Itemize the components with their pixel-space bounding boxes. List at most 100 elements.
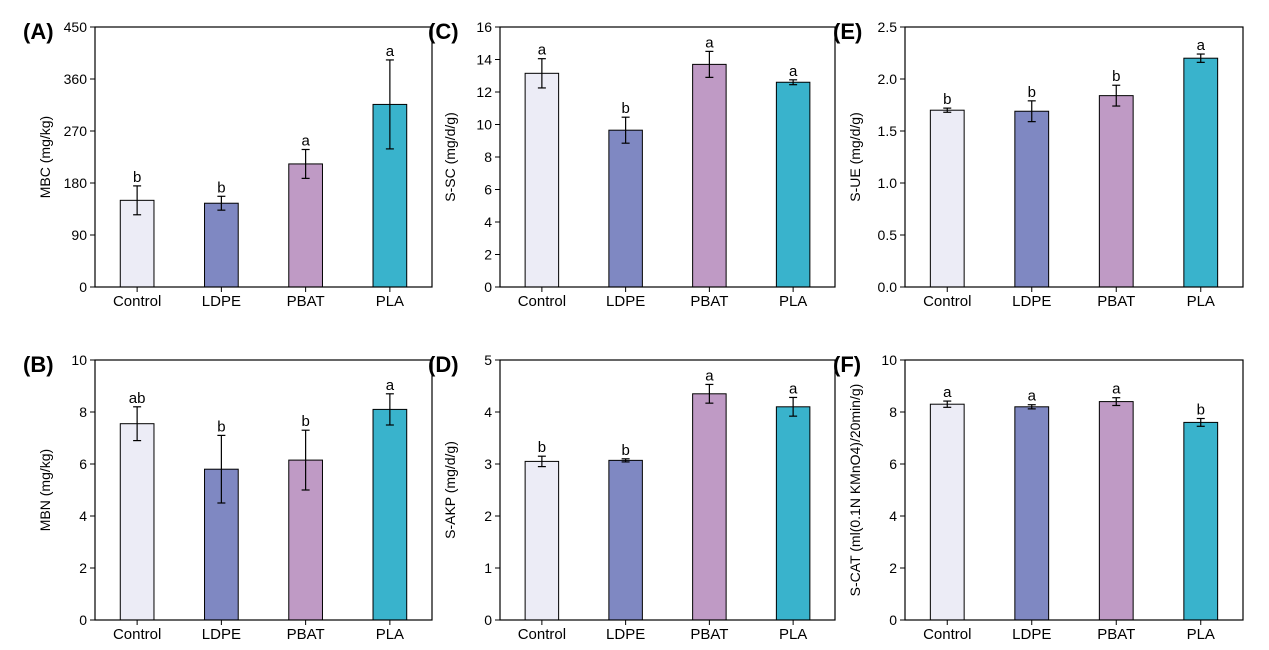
y-tick-label: 2 xyxy=(484,508,492,524)
y-tick-label: 6 xyxy=(484,182,492,198)
y-tick-label: 0.5 xyxy=(878,227,898,243)
significance-label: b xyxy=(217,179,225,196)
y-tick-label: 360 xyxy=(64,71,88,87)
bar xyxy=(1183,421,1219,621)
y-tick-label: 8 xyxy=(484,149,492,165)
y-tick-label: 4 xyxy=(484,404,492,420)
y-axis-title: S-SC (mg/d/g) xyxy=(442,112,458,201)
bar xyxy=(929,403,965,621)
y-axis-title: S-AKP (mg/d/g) xyxy=(442,441,458,539)
x-tick-label: PLA xyxy=(376,626,404,643)
chart-panel-5: b Control b LDPE b PBAT a PLA 0.0 0.5 1.0 1.5 2.0 2.5… xyxy=(833,19,1244,310)
panel-label: (C) xyxy=(428,19,459,44)
y-tick-label: 3 xyxy=(484,456,492,472)
significance-label: a xyxy=(1197,37,1206,54)
bar xyxy=(692,63,727,288)
panel-label: (A) xyxy=(23,19,54,44)
x-tick-label: PLA xyxy=(779,293,807,310)
bar xyxy=(775,81,811,288)
significance-label: a xyxy=(1028,388,1037,405)
panel-label: (F) xyxy=(833,352,861,377)
bar xyxy=(524,460,560,621)
chart-panel-1: b Control b LDPE a PBAT a PLA 0 90 180 270 360 450 MBC… xyxy=(23,19,433,310)
y-tick-label: 4 xyxy=(889,508,897,524)
y-tick-label: 14 xyxy=(476,52,492,68)
y-tick-label: 450 xyxy=(64,19,88,35)
x-tick-label: LDPE xyxy=(606,626,645,643)
y-tick-label: 2.0 xyxy=(878,71,898,87)
y-axis-title: MBC (mg/kg) xyxy=(37,116,53,198)
x-tick-label: PBAT xyxy=(287,293,325,310)
x-tick-label: Control xyxy=(923,293,971,310)
x-tick-label: PBAT xyxy=(690,293,728,310)
chart-panel-4: b Control b LDPE a PBAT a PLA 0 1 2 3 4 5 S-AKP (mg/d/… xyxy=(428,352,836,643)
significance-label: b xyxy=(621,100,629,117)
x-tick-label: LDPE xyxy=(202,626,241,643)
y-tick-label: 0 xyxy=(484,279,492,295)
x-tick-label: PBAT xyxy=(287,626,325,643)
y-tick-label: 10 xyxy=(881,352,897,368)
y-tick-label: 10 xyxy=(476,117,492,133)
bar xyxy=(1014,110,1050,288)
bar xyxy=(119,423,155,621)
x-tick-label: LDPE xyxy=(1012,293,1051,310)
significance-label: a xyxy=(1112,381,1121,398)
y-tick-label: 0 xyxy=(79,279,87,295)
x-tick-label: PLA xyxy=(376,293,404,310)
plot-frame xyxy=(904,26,1244,288)
bar xyxy=(608,129,643,288)
y-tick-label: 8 xyxy=(79,404,87,420)
x-tick-label: PBAT xyxy=(1097,626,1135,643)
significance-label: b xyxy=(1197,402,1205,419)
significance-label: a xyxy=(538,42,547,59)
y-tick-label: 0 xyxy=(484,612,492,628)
y-tick-label: 1.0 xyxy=(878,175,898,191)
y-axis-title: S-CAT (ml(0.1N KMnO4)/20min/g) xyxy=(847,384,863,597)
x-tick-label: PLA xyxy=(1187,626,1215,643)
y-tick-label: 1.5 xyxy=(878,123,898,139)
significance-label: a xyxy=(386,43,395,60)
chart-panel-3: a Control b LDPE a PBAT a PLA 0 2 4 6 8 10 12 14 16 S-SC … xyxy=(428,19,836,310)
bar xyxy=(692,393,727,621)
x-tick-label: PBAT xyxy=(1097,293,1135,310)
panel-label: (D) xyxy=(428,352,459,377)
y-tick-label: 2 xyxy=(889,560,897,576)
bar xyxy=(929,109,965,288)
y-tick-label: 270 xyxy=(64,123,88,139)
chart-panel-2: ab Control b LDPE b PBAT a PLA 0 2 4 6 8 10 MBN (mg/kg… xyxy=(23,352,433,643)
x-tick-label: PLA xyxy=(779,626,807,643)
chart-panel-6: a Control a LDPE a PBAT b PLA 0 2 4 6 8 10 S-CAT (ml(0… xyxy=(833,352,1244,643)
plot-frame xyxy=(904,359,1244,621)
significance-label: a xyxy=(301,132,310,149)
bar xyxy=(1098,95,1134,288)
y-tick-label: 2.5 xyxy=(878,19,898,35)
y-tick-label: 8 xyxy=(889,404,897,420)
significance-label: b xyxy=(621,442,629,459)
significance-label: b xyxy=(1112,68,1120,85)
y-tick-label: 0 xyxy=(889,612,897,628)
y-axis-title: S-UE (mg/d/g) xyxy=(847,112,863,201)
significance-label: a xyxy=(789,380,798,397)
significance-label: b xyxy=(217,418,225,435)
y-tick-label: 0.0 xyxy=(878,279,898,295)
x-tick-label: Control xyxy=(113,293,161,310)
bar xyxy=(372,408,408,621)
significance-label: b xyxy=(301,413,309,430)
significance-label: a xyxy=(705,34,714,51)
y-tick-label: 12 xyxy=(476,84,492,100)
significance-label: a xyxy=(943,384,952,401)
y-tick-label: 6 xyxy=(889,456,897,472)
panel-label: (B) xyxy=(23,352,54,377)
plot-frame xyxy=(499,359,836,621)
x-tick-label: Control xyxy=(923,626,971,643)
significance-label: b xyxy=(538,439,546,456)
significance-label: a xyxy=(789,63,798,80)
significance-label: ab xyxy=(129,390,146,407)
bar xyxy=(288,163,323,288)
y-tick-label: 16 xyxy=(476,19,492,35)
y-tick-label: 0 xyxy=(79,612,87,628)
x-tick-label: LDPE xyxy=(606,293,645,310)
y-tick-label: 4 xyxy=(79,508,87,524)
y-tick-label: 180 xyxy=(64,175,88,191)
